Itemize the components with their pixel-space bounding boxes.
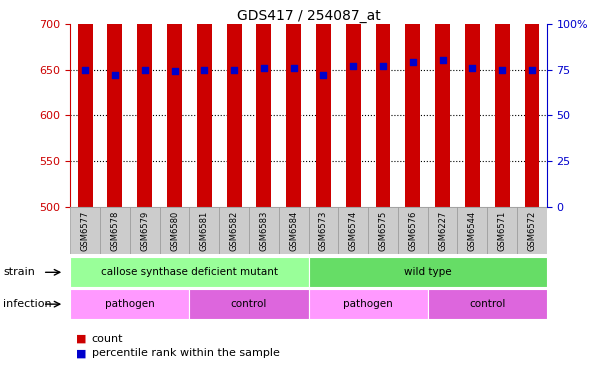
Bar [70,257,309,287]
Point [199,67,209,72]
Text: GSM6580: GSM6580 [170,210,179,251]
Text: pathogen: pathogen [105,299,155,309]
Bar [167,0,182,207]
Point [408,59,418,65]
Text: percentile rank within the sample: percentile rank within the sample [92,348,279,358]
Bar [286,0,301,207]
Bar [338,207,368,254]
Text: GSM6579: GSM6579 [141,210,149,251]
Text: infection: infection [3,299,52,309]
Bar [458,207,488,254]
Text: GSM6581: GSM6581 [200,210,209,251]
Bar [465,0,480,207]
Bar [189,289,309,319]
Point [318,72,328,78]
Bar [309,289,428,319]
Text: GDS417 / 254087_at: GDS417 / 254087_at [236,9,381,23]
Text: GSM6583: GSM6583 [260,210,268,251]
Bar [435,0,450,207]
Bar [428,289,547,319]
Bar [227,0,241,207]
Bar [368,207,398,254]
Text: GSM6575: GSM6575 [379,210,387,251]
Point [467,65,477,71]
Point [289,65,299,71]
Bar [130,207,159,254]
Bar [405,0,420,207]
Text: GSM6582: GSM6582 [230,210,238,251]
Text: callose synthase deficient mutant: callose synthase deficient mutant [101,267,278,277]
Bar [137,0,152,207]
Bar [376,0,390,207]
Text: GSM6576: GSM6576 [408,210,417,251]
Bar [70,207,100,254]
Point [497,67,507,72]
Bar [398,207,428,254]
Bar [219,207,249,254]
Text: GSM6584: GSM6584 [289,210,298,251]
Bar [70,289,189,319]
Text: count: count [92,333,123,344]
Text: GSM6572: GSM6572 [527,210,536,251]
Text: GSM6571: GSM6571 [498,210,507,251]
Bar [346,0,360,207]
Point [259,65,269,71]
Bar [249,207,279,254]
Bar [524,0,540,207]
Bar [197,0,212,207]
Text: ■: ■ [76,348,87,358]
Bar [257,0,271,207]
Point [378,63,388,69]
Bar [495,0,510,207]
Bar [309,257,547,287]
Point [110,72,120,78]
Text: GSM6578: GSM6578 [111,210,119,251]
Bar [309,207,338,254]
Point [527,67,537,72]
Bar [78,0,93,207]
Text: GSM6544: GSM6544 [468,210,477,251]
Text: control: control [231,299,267,309]
Text: GSM6574: GSM6574 [349,210,357,251]
Text: GSM6227: GSM6227 [438,210,447,251]
Point [437,57,447,63]
Bar [159,207,189,254]
Text: pathogen: pathogen [343,299,393,309]
Text: wild type: wild type [404,267,452,277]
Bar [517,207,547,254]
Point [229,67,239,72]
Bar [100,207,130,254]
Bar [316,0,331,207]
Bar [279,207,309,254]
Text: GSM6573: GSM6573 [319,210,328,251]
Text: ■: ■ [76,333,87,344]
Text: control: control [469,299,505,309]
Text: strain: strain [3,267,35,277]
Bar [189,207,219,254]
Point [140,67,150,72]
Bar [108,0,122,207]
Text: GSM6577: GSM6577 [81,210,90,251]
Bar [488,207,517,254]
Bar [428,207,458,254]
Point [170,68,180,74]
Point [348,63,358,69]
Point [80,67,90,72]
